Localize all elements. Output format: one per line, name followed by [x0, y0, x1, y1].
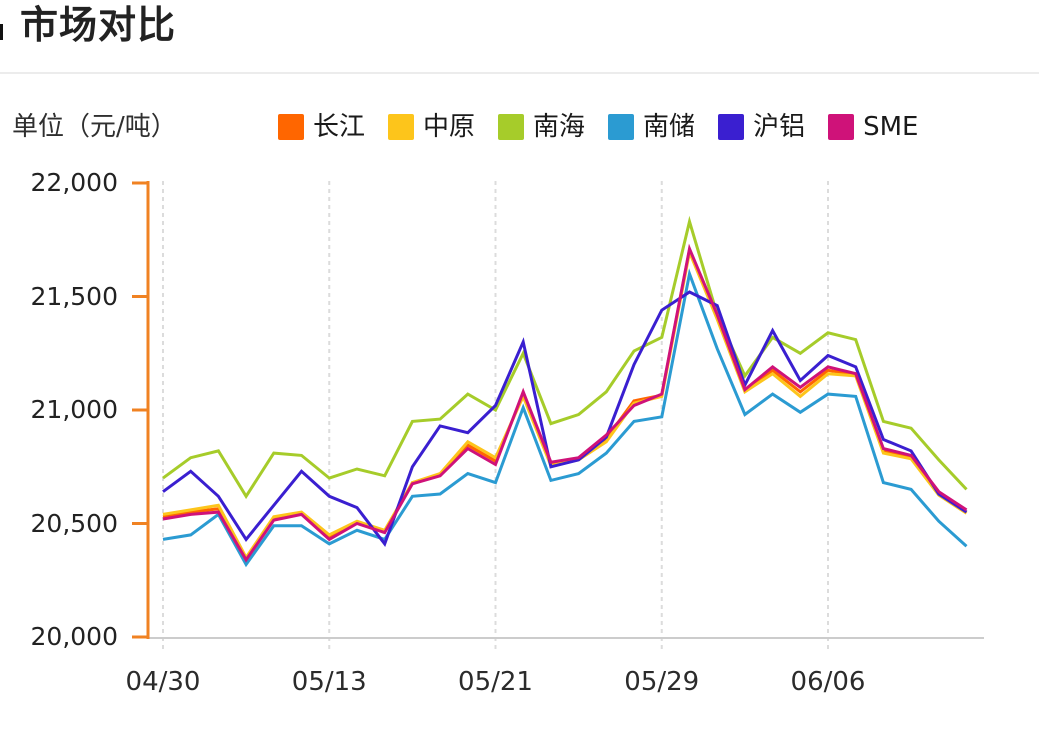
- page-title: 市场对比: [20, 3, 177, 47]
- series-line-changjiang: [162, 244, 968, 562]
- y-tick-label-22000: 22,000: [30, 168, 118, 197]
- title-divider: [0, 72, 1039, 74]
- y-tick-label-21000: 21,000: [30, 395, 118, 424]
- legend: 长江 中原 南海 南储 沪铝 SME: [278, 112, 918, 142]
- legend-item-zhongyuan[interactable]: 中原: [388, 112, 475, 142]
- x-tick-label-05-21: 05/21: [458, 667, 533, 697]
- legend-label-sme: SME: [863, 112, 919, 142]
- legend-swatch-nanhai: [498, 114, 525, 140]
- legend-item-hulv[interactable]: 沪铝: [718, 112, 805, 142]
- x-tick-label-04-30: 04/30: [125, 667, 201, 697]
- x-tick-label-05-13: 05/13: [291, 667, 367, 697]
- legend-swatch-changjiang: [278, 114, 304, 140]
- legend-label-changjiang: 长江: [313, 112, 366, 142]
- legend-item-nanchu[interactable]: 南储: [608, 112, 695, 142]
- series-line-zhongyuan: [162, 246, 968, 561]
- x-tick-label-05-29: 05/29: [624, 667, 700, 697]
- edge-marker: [0, 24, 3, 40]
- unit-label: 单位（元/吨）: [12, 112, 177, 142]
- series-line-nanchu: [162, 268, 968, 568]
- series-line-nanhai: [162, 215, 968, 500]
- legend-swatch-zhongyuan: [388, 114, 415, 140]
- series-line-sme: [162, 243, 968, 563]
- legend-item-changjiang[interactable]: 长江: [278, 112, 365, 142]
- legend-item-nanhai[interactable]: 南海: [498, 112, 585, 142]
- y-tick-label-20500: 20,500: [30, 508, 118, 538]
- legend-label-nanhai: 南海: [533, 112, 586, 142]
- legend-label-nanchu: 南储: [643, 112, 696, 142]
- y-tick-label-21500: 21,500: [30, 281, 118, 311]
- y-tick-label-20000: 20,000: [30, 622, 118, 651]
- legend-label-zhongyuan: 中原: [423, 112, 476, 142]
- x-tick-label-06-06: 06/06: [790, 667, 866, 697]
- legend-swatch-sme: [828, 114, 855, 140]
- legend-swatch-hulv: [718, 114, 745, 140]
- series-line-hulv: [162, 290, 968, 548]
- legend-item-sme[interactable]: SME: [828, 112, 918, 142]
- legend-swatch-nanchu: [608, 114, 635, 140]
- legend-label-hulv: 沪铝: [753, 112, 806, 142]
